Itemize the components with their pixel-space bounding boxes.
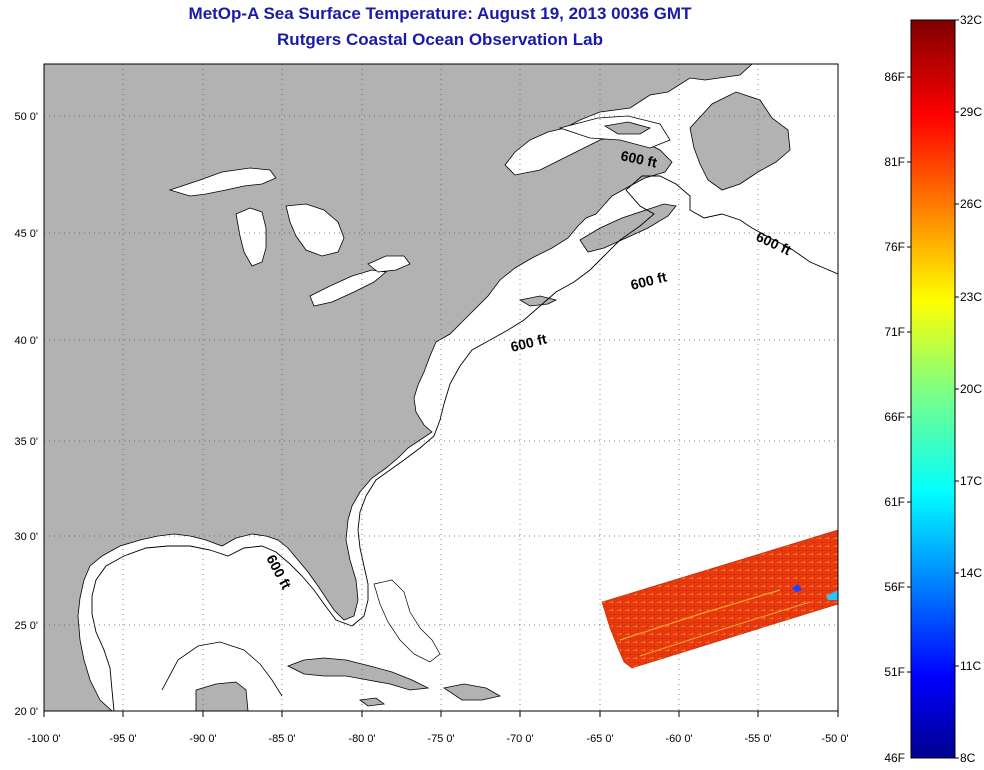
x-tick-label: -60 0' bbox=[665, 733, 692, 745]
y-axis: 20 0' 25 0' 30 0' 35 0' 40 0' 45 0' 50 0… bbox=[14, 111, 38, 718]
depth-contour-600ft bbox=[91, 175, 838, 711]
lake-erie bbox=[309, 269, 387, 307]
sst-warm-streak bbox=[619, 589, 781, 641]
y-tick-label: 20 0' bbox=[14, 706, 38, 718]
x-tick-label: -50 0' bbox=[821, 733, 848, 745]
x-tick-label: -75 0' bbox=[427, 733, 454, 745]
map-subtitle: Rutgers Coastal Ocean Observation Lab bbox=[277, 30, 603, 49]
x-tick-label: -65 0' bbox=[586, 733, 613, 745]
land-yucatan bbox=[195, 681, 249, 711]
sst-cold-patch bbox=[792, 584, 802, 592]
lake-michigan bbox=[235, 207, 267, 267]
sst-swath bbox=[601, 529, 838, 669]
celsius-label: 23C bbox=[960, 290, 982, 304]
colorbar-celsius-ticks bbox=[907, 19, 959, 759]
y-tick-label: 30 0' bbox=[14, 531, 38, 543]
colorbar-fahrenheit-labels: 86F 81F 76F 71F 66F 61F 56F 51F 46F bbox=[884, 70, 905, 765]
celsius-label: 8C bbox=[960, 751, 976, 765]
contour-label: 600 ft bbox=[619, 147, 658, 170]
celsius-label: 26C bbox=[960, 197, 982, 211]
y-tick-label: 40 0' bbox=[14, 335, 38, 347]
fahrenheit-label: 76F bbox=[884, 240, 905, 254]
celsius-label: 20C bbox=[960, 382, 982, 396]
y-tick-label: 35 0' bbox=[14, 436, 38, 448]
land-hispaniola bbox=[442, 683, 502, 701]
celsius-label: 32C bbox=[960, 13, 982, 27]
fahrenheit-label: 51F bbox=[884, 665, 905, 679]
sst-warm-streak-2 bbox=[639, 601, 811, 657]
x-tick-label: -80 0' bbox=[348, 733, 375, 745]
land-north-america bbox=[44, 64, 753, 711]
fahrenheit-label: 61F bbox=[884, 495, 905, 509]
sst-cool-edge bbox=[826, 590, 838, 600]
celsius-label: 14C bbox=[960, 566, 982, 580]
land-cuba bbox=[287, 657, 430, 691]
lake-ontario bbox=[367, 255, 411, 273]
celsius-label: 17C bbox=[960, 474, 982, 488]
fahrenheit-label: 71F bbox=[884, 325, 905, 339]
x-tick-label: -95 0' bbox=[109, 733, 136, 745]
colorbar-celsius-labels: 32C 29C 26C 23C 20C 17C 14C 11C 8C bbox=[960, 13, 982, 765]
x-tick-label: -55 0' bbox=[744, 733, 771, 745]
y-tick-label: 50 0' bbox=[14, 111, 38, 123]
x-tick-label: -90 0' bbox=[189, 733, 216, 745]
x-tick-label: -100 0' bbox=[27, 733, 60, 745]
y-tick-label: 25 0' bbox=[14, 620, 38, 632]
land-newfoundland bbox=[689, 91, 791, 191]
lake-huron bbox=[285, 203, 345, 257]
x-tick-label: -85 0' bbox=[268, 733, 295, 745]
y-tick-label: 45 0' bbox=[14, 228, 38, 240]
bahamas-banks bbox=[373, 579, 441, 663]
land-cape-cod bbox=[518, 295, 558, 307]
x-tick-label: -70 0' bbox=[506, 733, 533, 745]
fahrenheit-label: 56F bbox=[884, 580, 905, 594]
x-axis: -100 0' -95 0' -90 0' -85 0' -80 0' -75 … bbox=[27, 733, 848, 745]
celsius-label: 29C bbox=[960, 105, 982, 119]
x-tick-marks bbox=[43, 711, 839, 717]
land-jamaica bbox=[358, 697, 386, 707]
celsius-label: 11C bbox=[960, 659, 981, 673]
land-anticosti bbox=[603, 121, 652, 135]
fahrenheit-label: 66F bbox=[884, 410, 905, 424]
fahrenheit-label: 86F bbox=[884, 70, 905, 84]
depth-contour-gulf-loop bbox=[161, 641, 283, 697]
map-title: MetOp-A Sea Surface Temperature: August … bbox=[188, 4, 692, 23]
colorbar bbox=[910, 19, 956, 759]
fahrenheit-label: 81F bbox=[884, 155, 905, 169]
fahrenheit-label: 46F bbox=[884, 751, 905, 765]
